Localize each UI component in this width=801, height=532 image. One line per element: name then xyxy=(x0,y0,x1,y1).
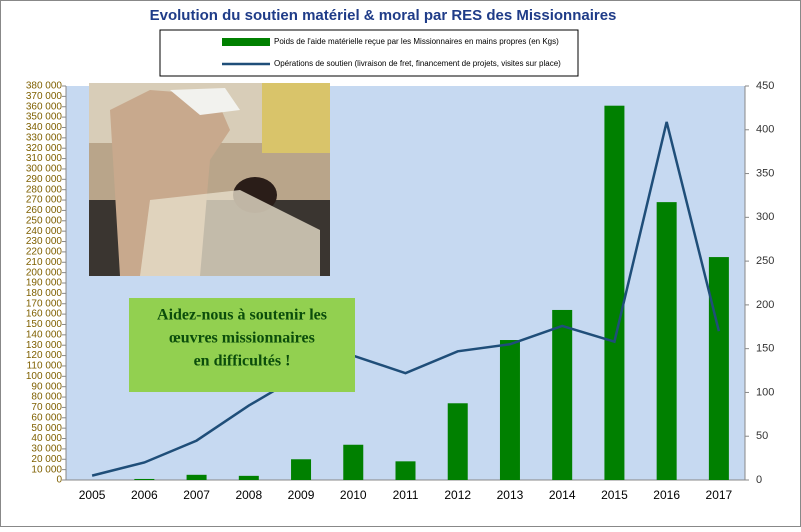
y-tick-label: 280 000 xyxy=(26,184,63,195)
bar xyxy=(447,403,468,480)
chart-title: Evolution du soutien matériel & moral pa… xyxy=(150,7,617,24)
x-tick-label: 2008 xyxy=(235,488,262,502)
bar xyxy=(291,459,312,480)
x-tick-label: 2014 xyxy=(549,488,576,502)
y-tick-label: 340 000 xyxy=(26,122,63,133)
y-tick-label: 160 000 xyxy=(26,309,63,320)
x-tick-label: 2016 xyxy=(653,488,680,502)
annotation-box xyxy=(129,298,355,392)
x-tick-label: 2013 xyxy=(497,488,524,502)
y-tick-label: 330 000 xyxy=(26,132,63,143)
x-tick-label: 2010 xyxy=(340,488,367,502)
y-tick-label: 150 000 xyxy=(26,319,63,330)
y2-tick-label: 250 xyxy=(756,255,774,267)
y2-tick-label: 300 xyxy=(756,211,774,223)
y2-tick-label: 200 xyxy=(756,299,774,311)
y-tick-label: 80 000 xyxy=(31,392,62,403)
y-tick-label: 220 000 xyxy=(26,247,63,258)
legend xyxy=(159,29,579,77)
x-tick-label: 2015 xyxy=(601,488,628,502)
y2-tick-label: 450 xyxy=(756,80,774,92)
y-tick-label: 40 000 xyxy=(31,433,62,444)
y-tick-label: 380 000 xyxy=(26,81,63,92)
y-tick-label: 320 000 xyxy=(26,143,63,154)
y-tick-label: 70 000 xyxy=(31,402,62,413)
y-tick-label: 250 000 xyxy=(26,215,63,226)
line xyxy=(91,121,721,477)
legend-label: Poids de l'aide matérielle reçue par les… xyxy=(274,37,559,46)
x-tick-label: 2005 xyxy=(79,488,106,502)
y2-tick-label: 400 xyxy=(756,124,774,136)
bar xyxy=(343,444,364,480)
bar xyxy=(656,202,677,480)
y-tick-label: 110 000 xyxy=(27,361,63,372)
plot xyxy=(62,85,749,481)
bar xyxy=(238,475,259,480)
y-tick-label: 180 000 xyxy=(26,288,63,299)
y2-tick-label: 150 xyxy=(756,343,774,355)
y2-tick-label: 350 xyxy=(756,167,774,179)
y-tick-label: 350 000 xyxy=(26,112,63,123)
y-tick-label: 120 000 xyxy=(26,350,63,361)
y-tick-label: 140 000 xyxy=(26,329,63,340)
y2-tick-label: 50 xyxy=(756,430,768,442)
annotation-text: Aidez-nous à soutenir les xyxy=(157,307,327,324)
legend-label: Opérations de soutien (livraison de fret… xyxy=(274,59,561,68)
x-tick-label: 2017 xyxy=(706,488,733,502)
y-tick-label: 270 000 xyxy=(26,195,63,206)
y-tick-label: 130 000 xyxy=(26,340,63,351)
x-tick-label: 2006 xyxy=(131,488,158,502)
y-tick-label: 300 000 xyxy=(26,164,63,175)
y-tick-label: 50 000 xyxy=(31,423,62,434)
x-tick-label: 2009 xyxy=(288,488,315,502)
y2-tick-label: 100 xyxy=(756,386,774,398)
y-tick-label: 260 000 xyxy=(26,205,63,216)
y-tick-label: 240 000 xyxy=(26,226,63,237)
bar xyxy=(552,309,573,480)
y-tick-label: 290 000 xyxy=(26,174,63,185)
y2-tick-label: 0 xyxy=(756,474,762,486)
y-tick-label: 230 000 xyxy=(26,236,63,247)
bar xyxy=(186,474,207,480)
x-tick-label: 2012 xyxy=(444,488,471,502)
y-tick-label: 190 000 xyxy=(26,278,63,289)
bar xyxy=(395,461,416,480)
y-tick-label: 210 000 xyxy=(26,257,63,268)
annotation-text: œuvres missionnaires xyxy=(169,330,315,347)
bar xyxy=(604,105,625,480)
y-tick-label: 170 000 xyxy=(26,298,63,309)
y-tick-label: 30 000 xyxy=(31,444,62,455)
x-tick-label: 2007 xyxy=(183,488,210,502)
legend-swatch xyxy=(222,38,270,46)
y-tick-label: 200 000 xyxy=(26,267,63,278)
bar xyxy=(134,478,155,480)
y-tick-label: 310 000 xyxy=(26,153,63,164)
bar xyxy=(499,340,520,480)
photo xyxy=(89,83,330,276)
y-tick-label: 90 000 xyxy=(31,381,62,392)
y-tick-label: 20 000 xyxy=(31,454,62,465)
x-tick-label: 2011 xyxy=(393,488,419,502)
y-tick-label: 60 000 xyxy=(31,412,62,423)
y-tick-label: 370 000 xyxy=(26,91,63,102)
y-tick-label: 0 xyxy=(56,475,62,486)
bar xyxy=(708,257,729,480)
y-tick-label: 100 000 xyxy=(26,371,63,382)
y-tick-label: 360 000 xyxy=(26,101,63,112)
annotation-text: en difficultés ! xyxy=(194,353,291,370)
y-tick-label: 10 000 xyxy=(31,464,62,475)
